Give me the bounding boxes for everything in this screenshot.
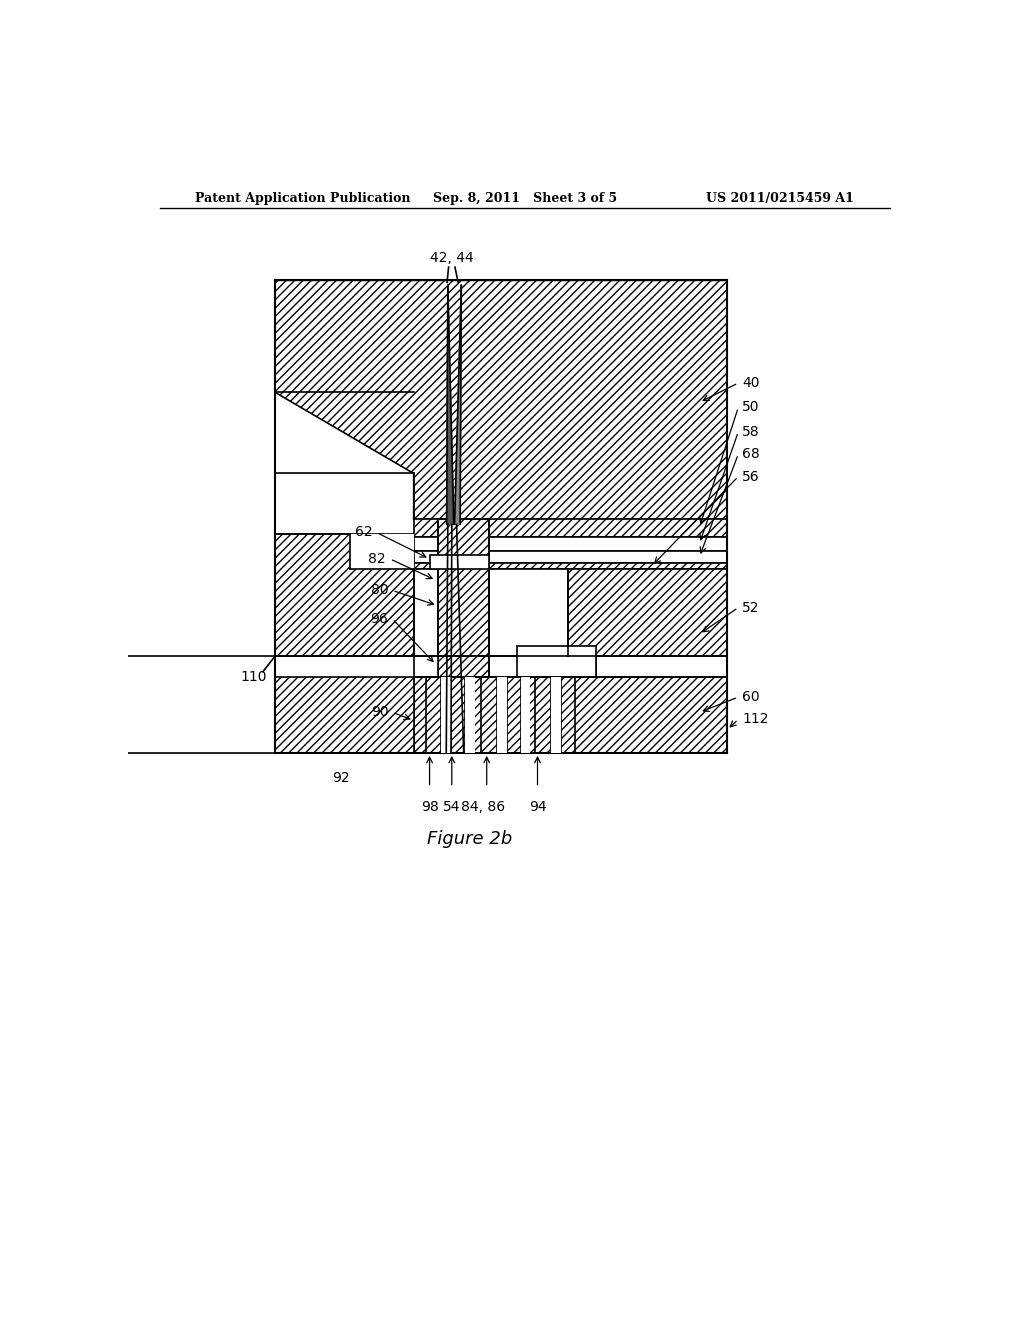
Bar xyxy=(414,550,727,562)
Text: 82: 82 xyxy=(369,552,386,566)
Text: 52: 52 xyxy=(742,601,760,615)
Bar xyxy=(596,656,727,677)
Bar xyxy=(430,554,489,569)
Bar xyxy=(517,647,596,677)
Bar xyxy=(437,519,489,677)
Polygon shape xyxy=(274,280,727,532)
Bar xyxy=(414,569,727,656)
Bar xyxy=(451,677,465,752)
Text: 98: 98 xyxy=(421,800,438,813)
Text: 56: 56 xyxy=(742,470,760,483)
Text: 90: 90 xyxy=(371,705,388,719)
Text: 62: 62 xyxy=(354,525,373,540)
Bar xyxy=(465,677,475,752)
Text: 50: 50 xyxy=(742,400,760,414)
Text: 54: 54 xyxy=(443,800,461,813)
Bar xyxy=(536,677,551,752)
Text: 60: 60 xyxy=(742,690,760,704)
Bar xyxy=(274,535,414,656)
Text: 68: 68 xyxy=(742,447,760,461)
Polygon shape xyxy=(455,285,461,524)
Text: 58: 58 xyxy=(742,425,760,438)
Bar xyxy=(414,656,437,677)
Text: 42, 44: 42, 44 xyxy=(430,251,474,265)
Text: Patent Application Publication: Patent Application Publication xyxy=(196,191,411,205)
Bar xyxy=(350,535,414,569)
Text: 94: 94 xyxy=(528,800,547,813)
Text: 110: 110 xyxy=(241,669,267,684)
Bar xyxy=(274,677,414,752)
Text: Figure 2b: Figure 2b xyxy=(427,830,512,849)
Bar xyxy=(560,677,574,752)
Text: 112: 112 xyxy=(742,713,769,726)
Text: 96: 96 xyxy=(371,612,388,626)
Bar xyxy=(507,677,521,752)
Text: Sep. 8, 2011   Sheet 3 of 5: Sep. 8, 2011 Sheet 3 of 5 xyxy=(433,191,616,205)
Text: 84, 86: 84, 86 xyxy=(462,800,506,813)
Bar xyxy=(568,569,727,656)
Bar xyxy=(426,677,441,752)
Bar xyxy=(414,536,727,550)
Text: 92: 92 xyxy=(333,771,350,785)
Text: 40: 40 xyxy=(742,376,760,389)
Text: 80: 80 xyxy=(371,583,388,598)
Bar xyxy=(441,677,451,752)
Bar xyxy=(497,677,507,752)
Text: US 2011/0215459 A1: US 2011/0215459 A1 xyxy=(707,191,854,205)
Bar xyxy=(551,677,560,752)
Bar xyxy=(414,677,727,752)
Bar xyxy=(481,677,497,752)
Bar xyxy=(414,562,727,569)
Polygon shape xyxy=(446,285,454,524)
Bar xyxy=(521,677,530,752)
Bar xyxy=(414,519,727,536)
